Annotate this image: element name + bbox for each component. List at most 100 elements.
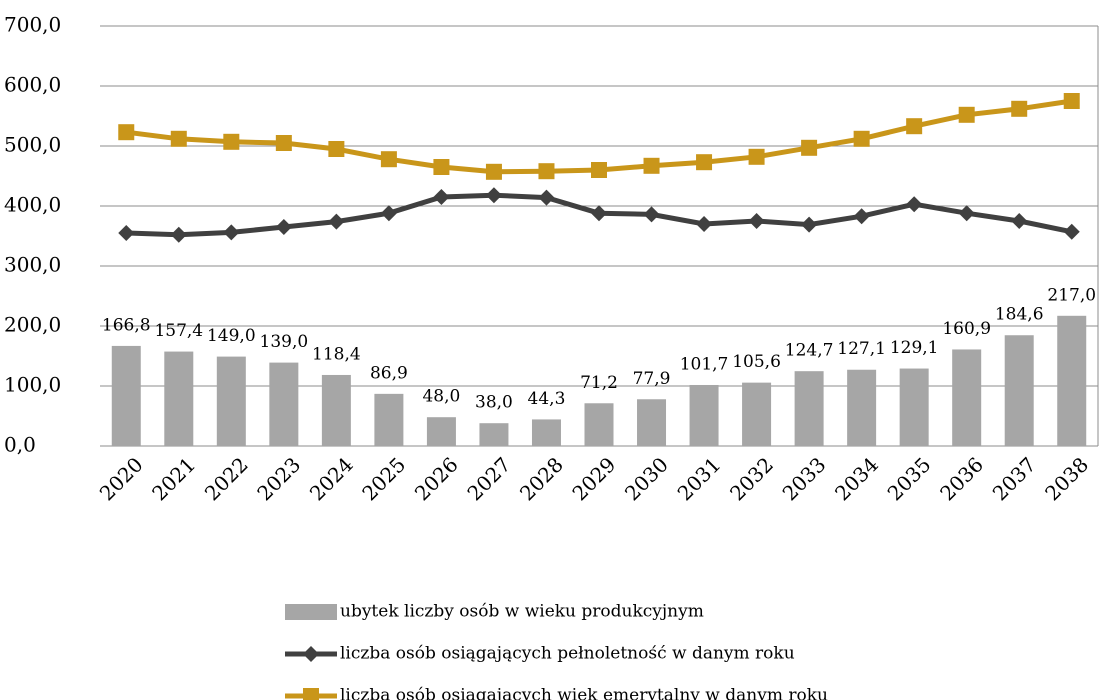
line-marker: [223, 133, 240, 150]
bar: [899, 368, 929, 446]
legend-label: liczba osób osiągających pełnoletność w …: [340, 644, 795, 664]
x-tick-label: 2022: [200, 452, 253, 505]
line-marker: [643, 157, 660, 174]
bar: [952, 349, 982, 446]
line-marker: [118, 124, 135, 141]
x-tick-label: 2028: [515, 452, 568, 505]
line-marker: [748, 148, 765, 165]
line-marker: [485, 163, 502, 180]
line-marker: [538, 189, 555, 206]
data-label: 160,9: [942, 319, 991, 339]
x-tick-label: 2027: [462, 452, 515, 505]
line-marker: [275, 219, 292, 235]
x-tick-label: 2021: [147, 452, 200, 505]
x-tick-label: 2032: [725, 452, 778, 505]
line-marker: [906, 196, 923, 213]
bar: [374, 393, 404, 446]
line-marker: [958, 106, 975, 123]
data-label: 217,0: [1047, 285, 1096, 305]
data-label: 184,6: [995, 305, 1044, 325]
data-label: 105,6: [732, 352, 781, 372]
x-tick-label: 2036: [935, 452, 988, 505]
line-marker: [801, 216, 818, 233]
line-marker: [958, 205, 975, 222]
bar: [164, 351, 194, 446]
data-label: 139,0: [260, 332, 309, 352]
data-label: 101,7: [680, 354, 729, 374]
bar: [1057, 315, 1087, 446]
line: [125, 98, 1073, 175]
line-marker: [433, 189, 450, 205]
y-tick-label: 300,0: [4, 253, 61, 277]
line-marker: [591, 205, 607, 222]
line-marker: [853, 130, 870, 147]
data-label: 157,4: [154, 321, 203, 341]
bar: [1004, 335, 1034, 446]
bar: [269, 362, 299, 446]
line-marker: [328, 213, 345, 230]
line-marker: [223, 224, 240, 241]
line-marker: [170, 130, 187, 147]
legend-marker: [303, 688, 319, 700]
bar: [584, 403, 614, 446]
y-tick-label: 100,0: [4, 373, 61, 397]
bar: [847, 369, 877, 446]
x-tick-label: 2031: [673, 452, 726, 505]
y-tick-label: 400,0: [4, 193, 61, 217]
bar: [479, 423, 509, 446]
data-label: 71,2: [580, 373, 618, 393]
x-tick-label: 2024: [305, 452, 358, 505]
legend-label: liczba osób osiągających wiek emerytalny…: [340, 686, 828, 700]
line-marker: [696, 154, 713, 171]
line-marker: [1011, 100, 1028, 117]
data-label: 86,9: [370, 363, 408, 383]
data-label: 48,0: [422, 387, 460, 407]
x-tick-label: 2029: [567, 452, 620, 505]
data-label: 127,1: [837, 339, 886, 359]
data-label: 44,3: [528, 389, 566, 409]
y-tick-label: 0,0: [4, 433, 36, 457]
line-marker: [538, 163, 555, 180]
bar: [531, 419, 561, 446]
data-label: 149,0: [207, 326, 256, 346]
x-tick-label: 2034: [830, 452, 883, 505]
x-tick-label: 2037: [988, 452, 1041, 505]
bar: [321, 374, 351, 446]
y-tick-label: 500,0: [4, 133, 61, 157]
data-label: 166,8: [102, 315, 151, 335]
x-tick-label: 2038: [1040, 452, 1093, 505]
line-marker: [643, 206, 660, 223]
x-tick-label: 2035: [883, 452, 936, 505]
line-marker: [696, 216, 713, 232]
x-tick-label: 2023: [252, 452, 305, 505]
line-marker: [328, 141, 345, 157]
y-tick-label: 600,0: [4, 73, 61, 97]
bar: [111, 345, 141, 446]
line-marker: [853, 208, 870, 225]
line-marker: [485, 187, 502, 204]
x-tick-label: 2026: [410, 452, 463, 505]
bar: [689, 384, 719, 446]
line-marker: [380, 151, 397, 168]
legend-swatch: [285, 604, 337, 620]
line-marker: [748, 213, 765, 229]
line-marker: [591, 162, 607, 178]
data-label: 129,1: [890, 338, 939, 358]
line-marker: [801, 139, 818, 156]
bar: [426, 417, 456, 446]
data-label: 38,0: [475, 393, 513, 413]
legend-label: ubytek liczby osób w wieku produkcyjnym: [340, 602, 704, 622]
line-marker: [906, 118, 923, 135]
data-label: 118,4: [312, 344, 361, 364]
line-marker: [1011, 213, 1028, 229]
line-marker: [433, 159, 450, 175]
line-marker: [1063, 223, 1080, 240]
bar: [216, 356, 246, 446]
line-marker: [118, 225, 135, 241]
bar: [794, 371, 824, 446]
bar: [637, 399, 667, 446]
bar: [742, 382, 772, 446]
line-marker: [1063, 93, 1080, 109]
data-label: 77,9: [633, 369, 671, 389]
